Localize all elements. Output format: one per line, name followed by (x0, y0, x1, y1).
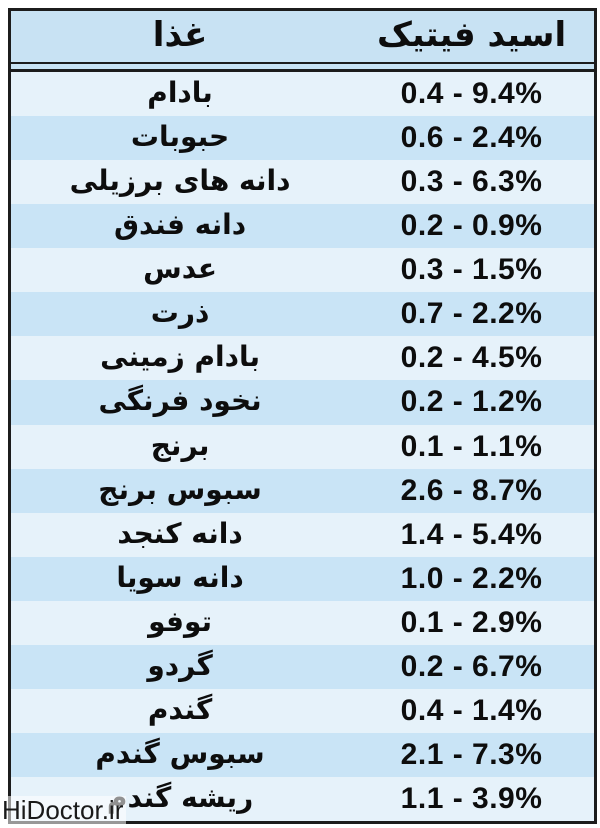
food-name: دانه سویا (116, 560, 244, 594)
table-row: دانه سویا 1.0 - 2.2% (11, 556, 594, 601)
phytic-acid-value: 0.2 - 6.7% (400, 649, 543, 683)
phytic-acid-value: 0.3 - 1.5% (400, 253, 543, 287)
table-row: دانه کنجد 1.4 - 5.4% (11, 512, 594, 557)
table-row: سبوس برنج 2.6 - 8.7% (11, 468, 594, 513)
food-name: دانه فندق (113, 208, 247, 242)
table-row: گردو 0.2 - 6.7% (11, 644, 594, 689)
phytic-acid-value: 0.1 - 2.9% (400, 605, 543, 639)
food-name: سبوس گندم (95, 736, 265, 770)
phytic-acid-value: 0.4 - 1.4% (400, 693, 543, 727)
table-row: برنج 0.1 - 1.1% (11, 424, 594, 469)
phytic-acid-value: 2.6 - 8.7% (400, 473, 543, 507)
table-row: سبوس گندم 2.1 - 7.3% (11, 732, 594, 777)
phytic-acid-value: 0.3 - 6.3% (400, 165, 543, 199)
food-name: گردو (147, 648, 213, 682)
table-rows: بادام 0.4 - 9.4% حبوبات 0.6 - 2.4% دانه های … (11, 72, 594, 822)
watermark: HiDoctor.ir (1, 796, 127, 825)
food-name: بادام زمینی (100, 340, 261, 374)
food-name: ریشه گندم (106, 781, 254, 815)
phytic-acid-value: 2.1 - 7.3% (400, 737, 543, 771)
header-phytic-acid: اسید فیتیک (376, 14, 567, 55)
table-row: دانه های برزیلی 0.3 - 6.3% (11, 160, 594, 205)
phytic-acid-value: 0.1 - 1.1% (400, 429, 543, 463)
table-row: بادام 0.4 - 9.4% (11, 72, 594, 117)
phytic-acid-value: 1.4 - 5.4% (400, 517, 543, 551)
phytic-acid-value: 0.2 - 0.9% (400, 209, 543, 243)
header-food: غذا (152, 14, 208, 55)
food-name: برنج (150, 428, 210, 462)
phytic-acid-value: 1.0 - 2.2% (400, 561, 543, 595)
food-name: عدس (143, 252, 218, 286)
table-row: توفو 0.1 - 2.9% (11, 600, 594, 645)
phytic-acid-value: 0.2 - 1.2% (400, 385, 543, 419)
phytic-acid-table: غذا اسید فیتیک بادام 0.4 - 9.4% حبوبات 0.6 … (8, 8, 597, 824)
table-header-row: غذا اسید فیتیک (11, 11, 594, 64)
food-name: حبوبات (130, 120, 230, 154)
food-name: توفو (148, 604, 213, 638)
table-row: دانه فندق 0.2 - 0.9% (11, 204, 594, 249)
phytic-acid-value: 0.4 - 9.4% (400, 77, 543, 111)
table-row: بادام زمینی 0.2 - 4.5% (11, 336, 594, 381)
table-row: گندم 0.4 - 1.4% (11, 688, 594, 733)
phytic-acid-value: 0.6 - 2.4% (400, 121, 543, 155)
food-name: دانه های برزیلی (69, 164, 291, 198)
table-row: حبوبات 0.6 - 2.4% (11, 116, 594, 161)
food-name: ذرت (150, 296, 210, 330)
phytic-acid-value: 0.2 - 4.5% (400, 341, 543, 375)
header-separator (11, 64, 594, 72)
food-name: سبوس برنج (98, 472, 262, 506)
food-name: نخود فرنگی (98, 384, 262, 418)
food-name: دانه کنجد (117, 516, 243, 550)
table-row: نخود فرنگی 0.2 - 1.2% (11, 380, 594, 425)
phytic-acid-value: 0.7 - 2.2% (400, 297, 543, 331)
table-row: عدس 0.3 - 1.5% (11, 248, 594, 293)
table-row: ذرت 0.7 - 2.2% (11, 292, 594, 337)
phytic-acid-value: 1.1 - 3.9% (400, 782, 543, 816)
food-name: بادام (147, 76, 213, 110)
food-name: گندم (147, 692, 213, 726)
